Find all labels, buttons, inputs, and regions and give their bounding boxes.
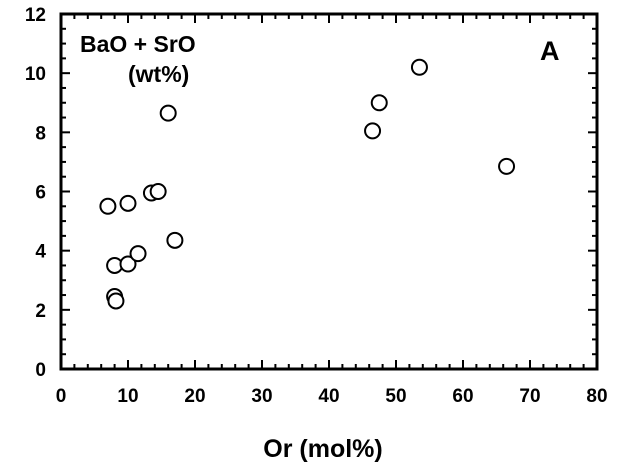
x-tick-label: 50 (385, 386, 406, 407)
tick-labels: 0 10 20 30 40 50 60 70 80 0 2 4 6 8 10 12 (25, 5, 608, 407)
data-point (159, 104, 177, 122)
x-tick-label: 40 (318, 386, 339, 407)
x-tick-label: 10 (117, 386, 138, 407)
plot-frame (59, 12, 599, 371)
data-point (149, 183, 167, 200)
y-tick-label: 4 (35, 242, 46, 263)
y-tick-label: 0 (35, 360, 46, 381)
x-tick-label: 30 (251, 386, 272, 407)
data-point (107, 292, 125, 310)
y-tick-label: 12 (25, 5, 46, 26)
y-tick-label: 10 (25, 64, 46, 85)
annotation-line-2: (wt%) (128, 61, 189, 87)
data-point (99, 197, 117, 215)
data-point (410, 58, 428, 76)
x-tick-label: 0 (56, 386, 67, 407)
x-tick-label: 80 (586, 386, 607, 407)
panel-label: A (540, 36, 560, 66)
x-tick-label: 70 (519, 386, 540, 407)
data-point (119, 194, 137, 212)
annotation-line-1: BaO + SrO (80, 31, 196, 57)
data-points (99, 58, 516, 310)
data-point (370, 94, 388, 112)
y-tick-label: 6 (35, 183, 46, 204)
data-point (119, 255, 137, 273)
y-tick-label: 2 (35, 301, 46, 322)
x-axis-title: Or (mol%) (263, 435, 382, 463)
data-point (129, 245, 147, 263)
data-point (498, 157, 516, 175)
data-point (364, 122, 382, 140)
x-tick-label: 60 (452, 386, 473, 407)
y-tick-label: 8 (35, 123, 46, 144)
data-point (166, 231, 184, 249)
x-tick-label: 20 (184, 386, 205, 407)
